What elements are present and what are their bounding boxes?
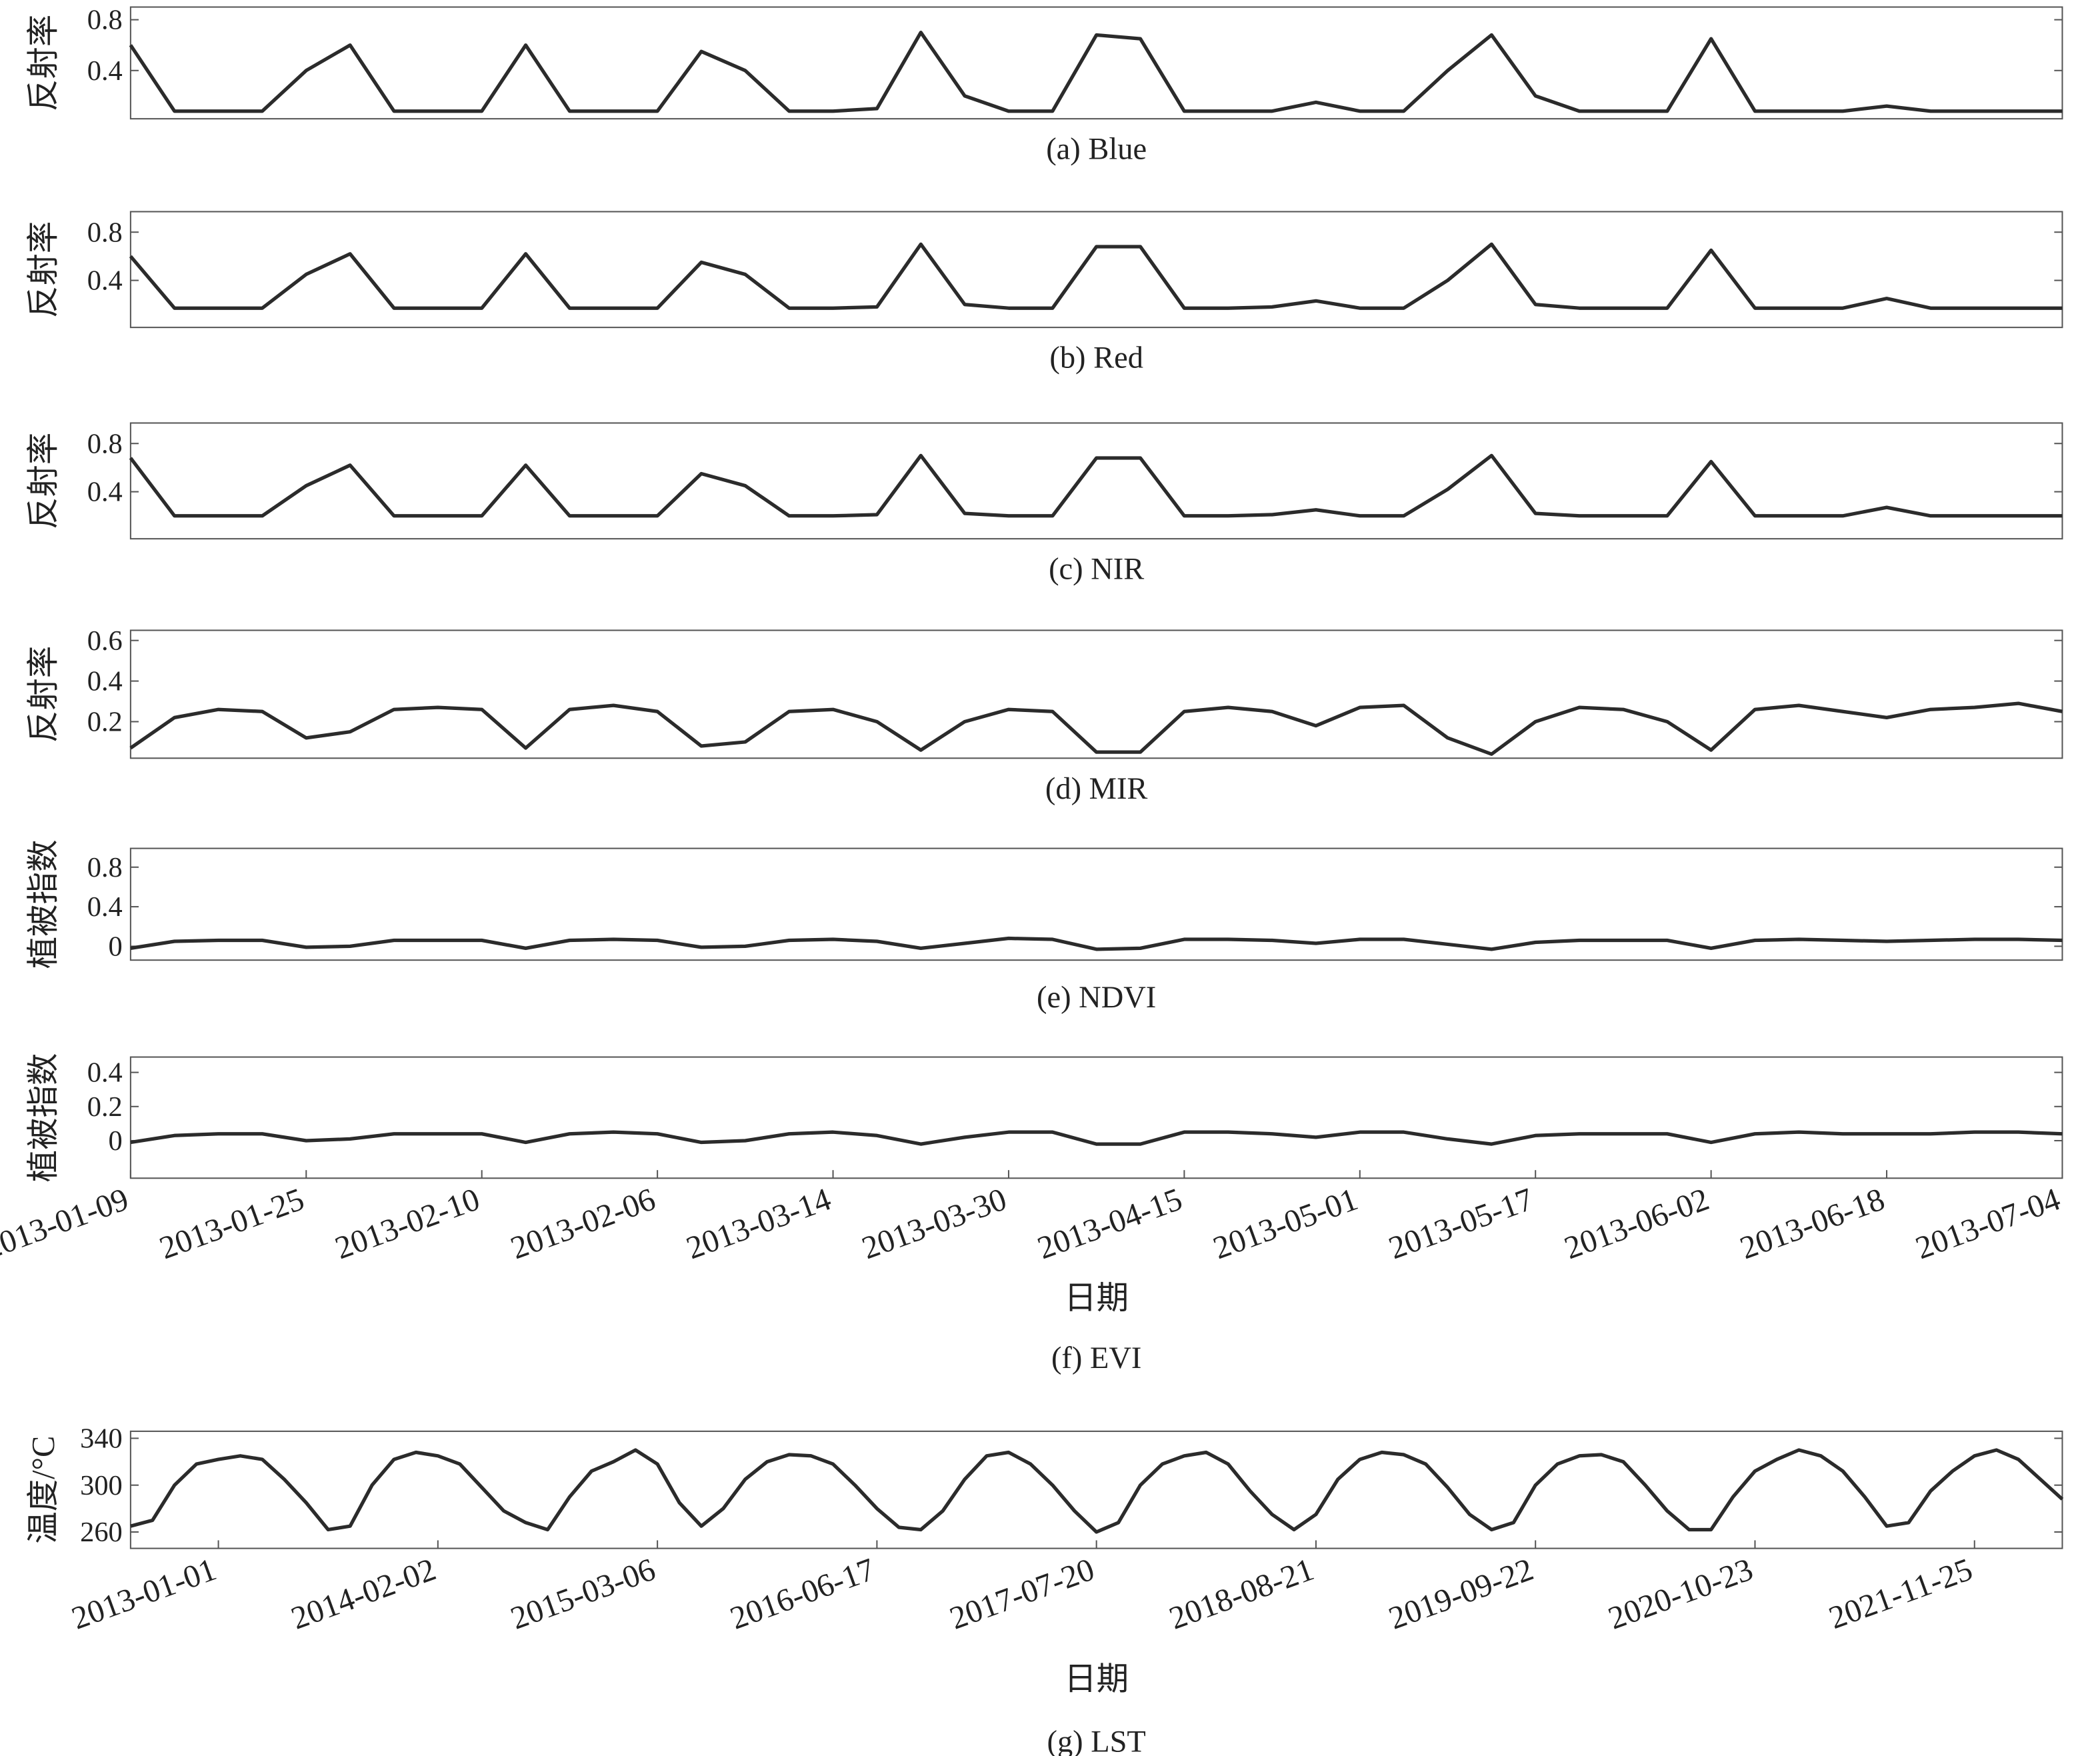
- panel-title: (b) Red: [1049, 341, 1143, 375]
- y-tick-label: 0.4: [87, 1057, 123, 1089]
- y-axis-label: 温度/°C: [26, 1436, 61, 1544]
- x-tick-label: 2019-09-22: [1384, 1552, 1538, 1637]
- median-line: [129, 31, 2063, 113]
- y-tick-label: 0.8: [87, 428, 123, 459]
- y-tick-label: 0: [109, 1125, 123, 1157]
- y-tick-label: 260: [80, 1517, 123, 1548]
- y-tick-label: 0.4: [87, 265, 123, 297]
- y-tick-label: 0: [109, 931, 123, 963]
- y-axis-label: 反射率: [26, 15, 61, 111]
- x-tick-label: 2013-01-25: [155, 1181, 309, 1266]
- y-axis-label: 植被指数: [26, 1053, 61, 1183]
- panel-title: (d) MIR: [1045, 772, 1148, 806]
- y-axis-label: 反射率: [26, 221, 61, 318]
- x-tick-label: 2013-05-17: [1384, 1181, 1538, 1266]
- y-tick-label: 0.4: [87, 666, 123, 697]
- median-line: [130, 936, 2063, 951]
- panel-title: (e) NDVI: [1037, 981, 1156, 1015]
- x-tick-label: 2017-07-20: [945, 1552, 1099, 1637]
- plot-frame: [129, 847, 2063, 961]
- y-axis-label: 植被指数: [26, 839, 61, 969]
- y-axis-label: 反射率: [26, 433, 61, 529]
- y-tick-label: 0.8: [87, 5, 123, 36]
- x-axis-label: 日期: [1064, 1281, 1129, 1316]
- median-line: [129, 242, 2063, 310]
- y-tick-label: 0.4: [87, 891, 123, 923]
- x-tick-label: 2014-02-02: [287, 1552, 441, 1637]
- y-tick-label: 340: [80, 1423, 123, 1455]
- y-tick-label: 300: [80, 1470, 123, 1501]
- y-tick-label: 0.8: [87, 852, 123, 883]
- x-tick-label: 2013-07-04: [1911, 1181, 2065, 1266]
- panel-title: (f) EVI: [1051, 1341, 1141, 1375]
- x-axis-label: 日期: [1064, 1662, 1129, 1697]
- median-line: [130, 1448, 2064, 1534]
- x-tick-label: 2013-01-01: [67, 1552, 221, 1637]
- x-tick-label: 2013-06-02: [1560, 1181, 1714, 1266]
- x-tick-label: 2020-10-23: [1604, 1552, 1758, 1637]
- x-tick-label: 2015-03-06: [506, 1552, 660, 1637]
- x-tick-label: 2016-06-17: [726, 1552, 880, 1637]
- median-line: [129, 453, 2063, 518]
- x-tick-label: 2013-06-18: [1735, 1181, 1889, 1266]
- plot-frame: [129, 6, 2063, 120]
- y-tick-label: 0.4: [87, 55, 123, 87]
- x-tick-label: 2013-01-09: [0, 1181, 133, 1266]
- median-line: [129, 701, 2063, 756]
- y-tick-label: 0.4: [87, 477, 123, 508]
- x-tick-label: 2013-03-14: [682, 1181, 836, 1266]
- x-tick-label: 2013-04-15: [1033, 1181, 1187, 1266]
- x-tick-label: 2013-02-10: [331, 1181, 485, 1266]
- panel-title: (a) Blue: [1046, 133, 1147, 167]
- x-tick-label: 2013-03-30: [857, 1181, 1011, 1266]
- y-axis-label: 反射率: [26, 646, 61, 743]
- y-tick-label: 0.8: [87, 217, 123, 248]
- plot-frame: [129, 629, 2063, 759]
- x-tick-label: 2013-05-01: [1209, 1181, 1363, 1266]
- x-tick-label: 2018-08-21: [1165, 1552, 1319, 1637]
- y-tick-label: 0.2: [87, 707, 123, 738]
- plot-frame: [129, 1056, 2063, 1179]
- x-tick-label: 2021-11-25: [1825, 1552, 1977, 1637]
- plot-frame: [129, 211, 2063, 329]
- panel-title: (g) LST: [1047, 1725, 1145, 1756]
- panel-title: (c) NIR: [1049, 553, 1144, 587]
- y-tick-label: 0.2: [87, 1091, 123, 1123]
- plot-frame: [129, 422, 2063, 540]
- y-tick-label: 0.6: [87, 625, 123, 657]
- median-line: [130, 1130, 2063, 1146]
- x-tick-label: 2013-02-06: [506, 1181, 660, 1266]
